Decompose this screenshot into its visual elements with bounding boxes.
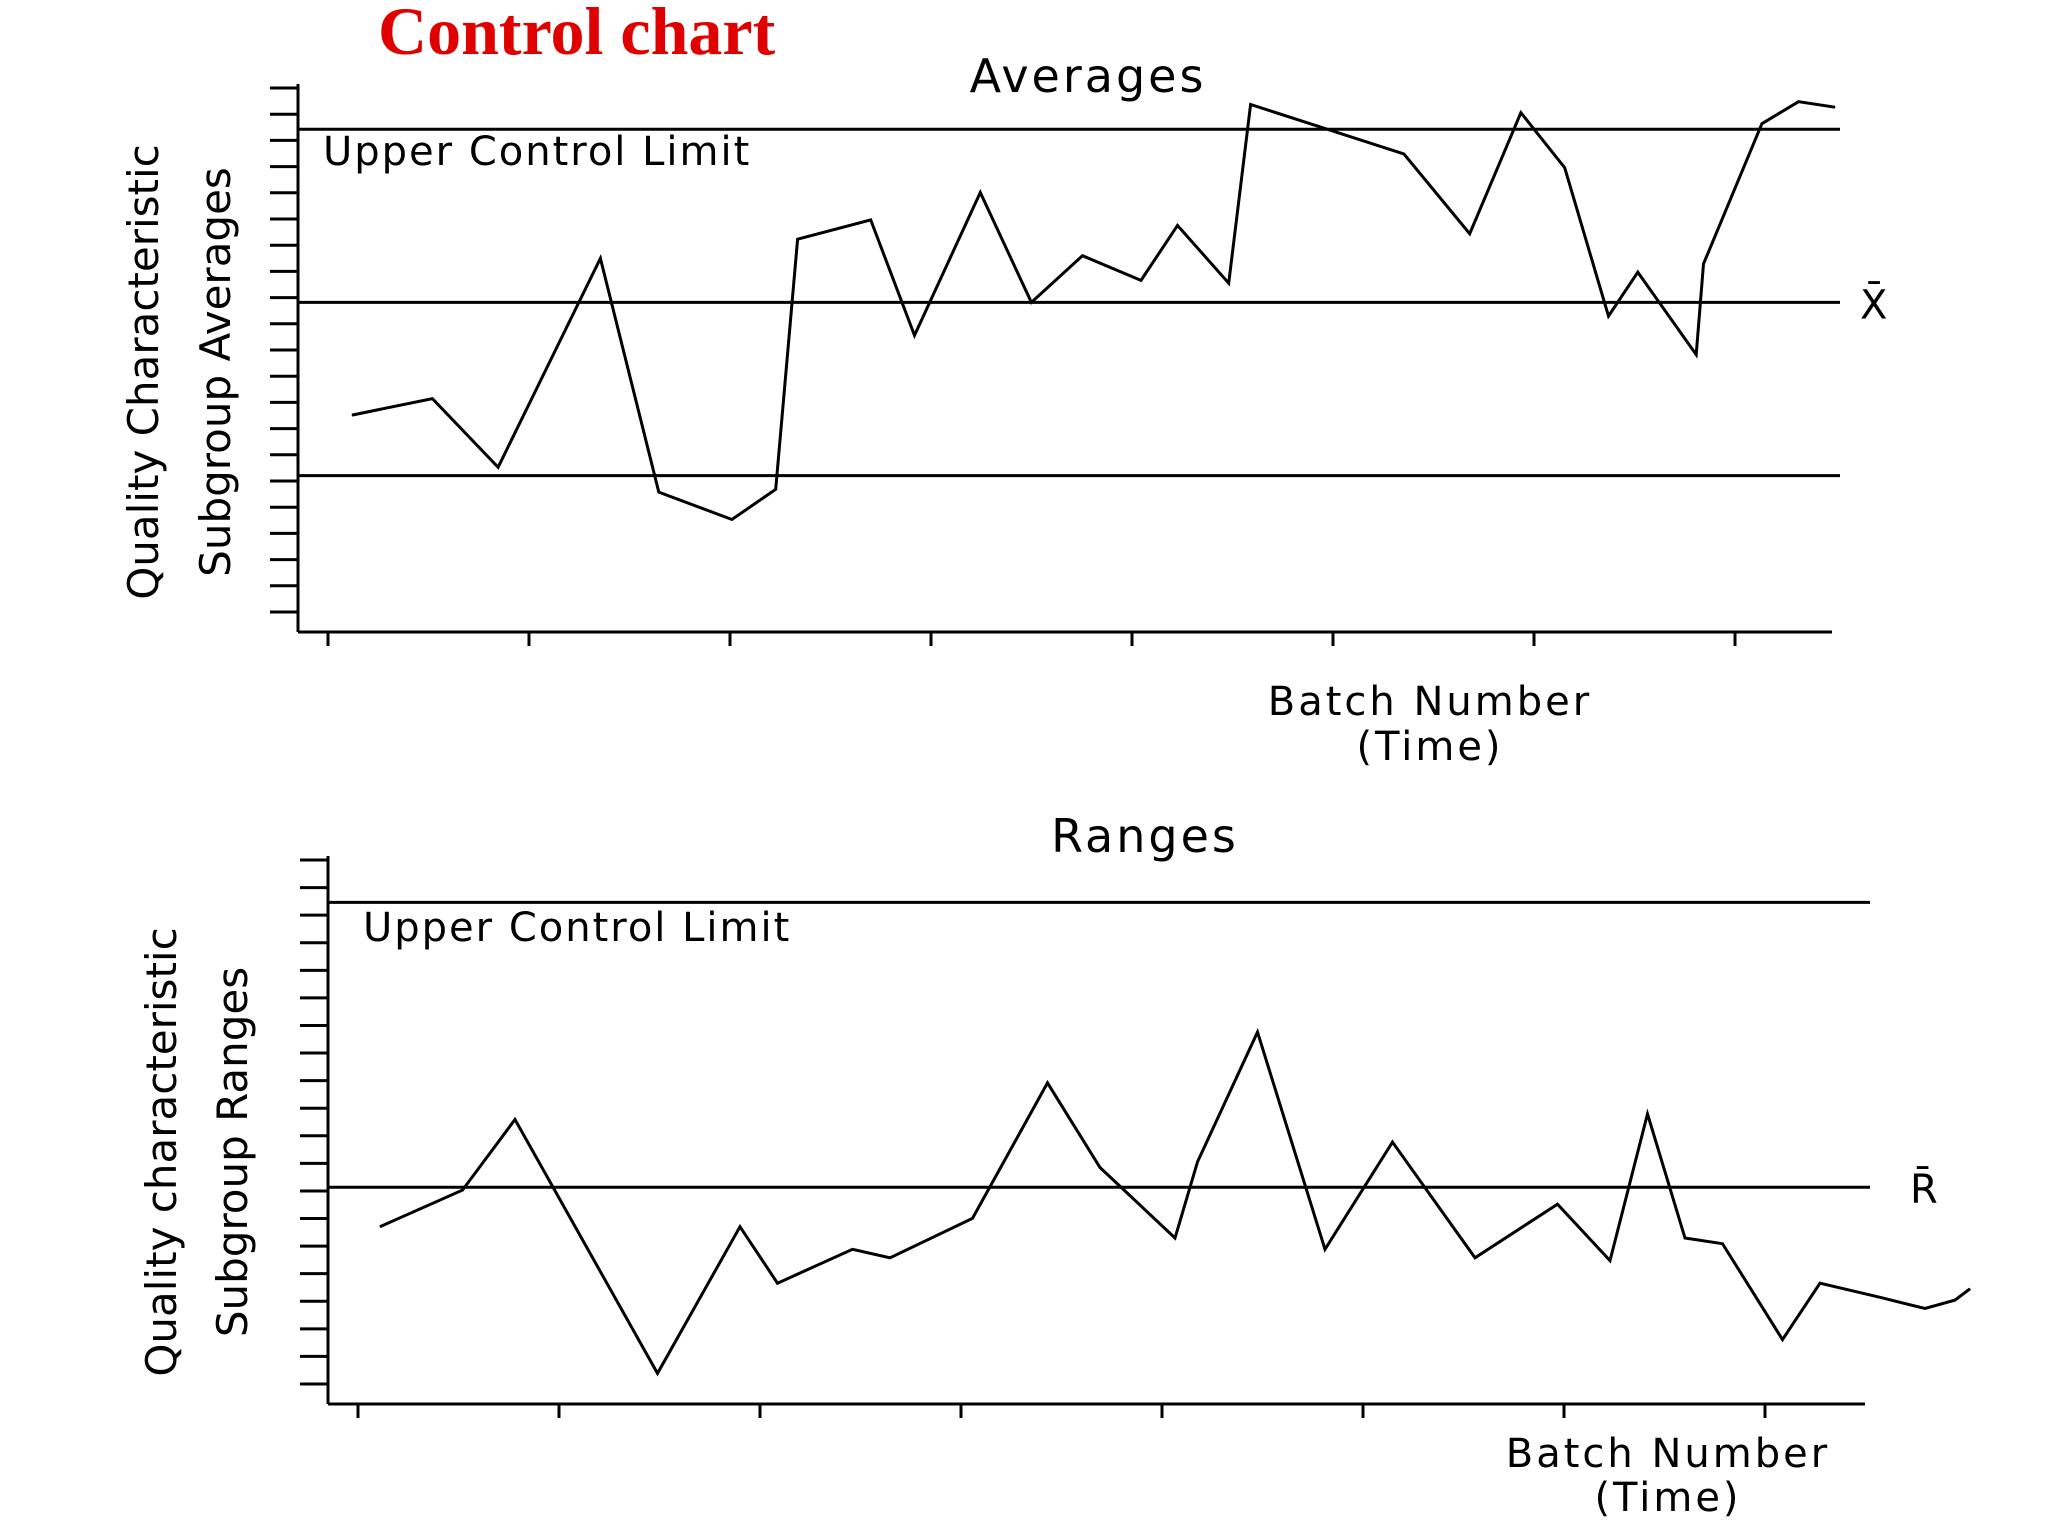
data-point <box>1140 279 1142 281</box>
y-axis-label: Quality characteristic <box>137 927 186 1376</box>
data-point <box>1228 282 1230 284</box>
data-point <box>1924 1308 1926 1309</box>
data-point <box>1782 1339 1783 1341</box>
data-point <box>739 1226 741 1228</box>
data-point <box>979 192 981 193</box>
data-point <box>1257 1031 1258 1033</box>
data-point <box>1954 1299 1956 1301</box>
data-point <box>497 466 499 468</box>
data-point <box>1761 123 1763 125</box>
data-point <box>1324 1248 1326 1250</box>
ucl-annotation: Upper Control Limit <box>363 905 791 951</box>
data-point <box>1082 255 1083 257</box>
data-point <box>1969 1288 1971 1290</box>
data-point <box>870 219 872 221</box>
centerline-label: R̄ <box>1910 1165 1938 1213</box>
ucl-annotation: Upper Control Limit <box>323 129 751 175</box>
data-point <box>1403 153 1405 155</box>
data-point <box>514 1119 516 1120</box>
data-point <box>1722 1243 1723 1245</box>
data-point <box>1637 271 1639 273</box>
data-point <box>889 1257 891 1259</box>
data-point <box>599 257 601 259</box>
data-point <box>1520 112 1522 114</box>
data-point <box>797 238 799 240</box>
data-point <box>1608 315 1609 317</box>
data-point <box>775 488 777 490</box>
data-point <box>1174 1237 1176 1239</box>
y-axis-label: Subgroup Averages <box>191 167 240 577</box>
data-point <box>1695 354 1697 356</box>
y-axis-label: Subgroup Ranges <box>208 967 257 1337</box>
data-point <box>1647 1113 1648 1115</box>
data-point <box>1879 1296 1881 1298</box>
x-axis-label: (Time) <box>1594 1475 1741 1521</box>
data-point <box>972 1217 973 1219</box>
y-axis-label: Quality Characteristic <box>119 144 168 600</box>
data-point <box>852 1248 853 1250</box>
data-point <box>914 334 915 336</box>
data-point <box>379 1226 381 1228</box>
chart-title: Ranges <box>1051 809 1239 863</box>
data-point <box>1099 1167 1101 1168</box>
data-point <box>658 491 660 493</box>
page-title: Control chart <box>378 0 776 69</box>
data-point <box>1834 106 1836 108</box>
data-point <box>1030 301 1032 303</box>
series-line <box>351 100 1836 522</box>
data-point <box>1564 167 1566 169</box>
data-point <box>351 414 353 416</box>
data-point <box>777 1282 778 1284</box>
data-point <box>431 398 433 400</box>
data-point <box>1798 101 1799 103</box>
ranges-chart: Ranges R̄ Upper Control Limit Quality chara… <box>137 809 1971 1521</box>
x-axis-label: (Time) <box>1356 724 1503 770</box>
data-point <box>1250 104 1252 105</box>
data-point <box>1684 1237 1686 1239</box>
data-point <box>462 1189 463 1191</box>
data-point <box>1474 1257 1476 1259</box>
data-point <box>1047 1082 1048 1084</box>
data-point <box>731 519 733 520</box>
data-point <box>1609 1260 1611 1262</box>
series-line <box>379 1027 1971 1377</box>
data-point <box>1197 1161 1198 1163</box>
data-point <box>1469 233 1471 235</box>
x-axis-label: Batch Number <box>1506 1431 1830 1477</box>
data-point <box>1392 1141 1393 1143</box>
data-point <box>1703 263 1704 265</box>
data-point <box>1557 1203 1558 1205</box>
averages-chart: Averages X̄ Upper Control Limit Quality Cha… <box>119 49 1887 770</box>
data-point <box>657 1372 658 1374</box>
data-point <box>1177 224 1178 226</box>
centerline-label: X̄ <box>1860 280 1887 328</box>
chart-title: Averages <box>970 49 1207 103</box>
x-axis-label: Batch Number <box>1268 679 1592 725</box>
data-point <box>1819 1282 1821 1284</box>
